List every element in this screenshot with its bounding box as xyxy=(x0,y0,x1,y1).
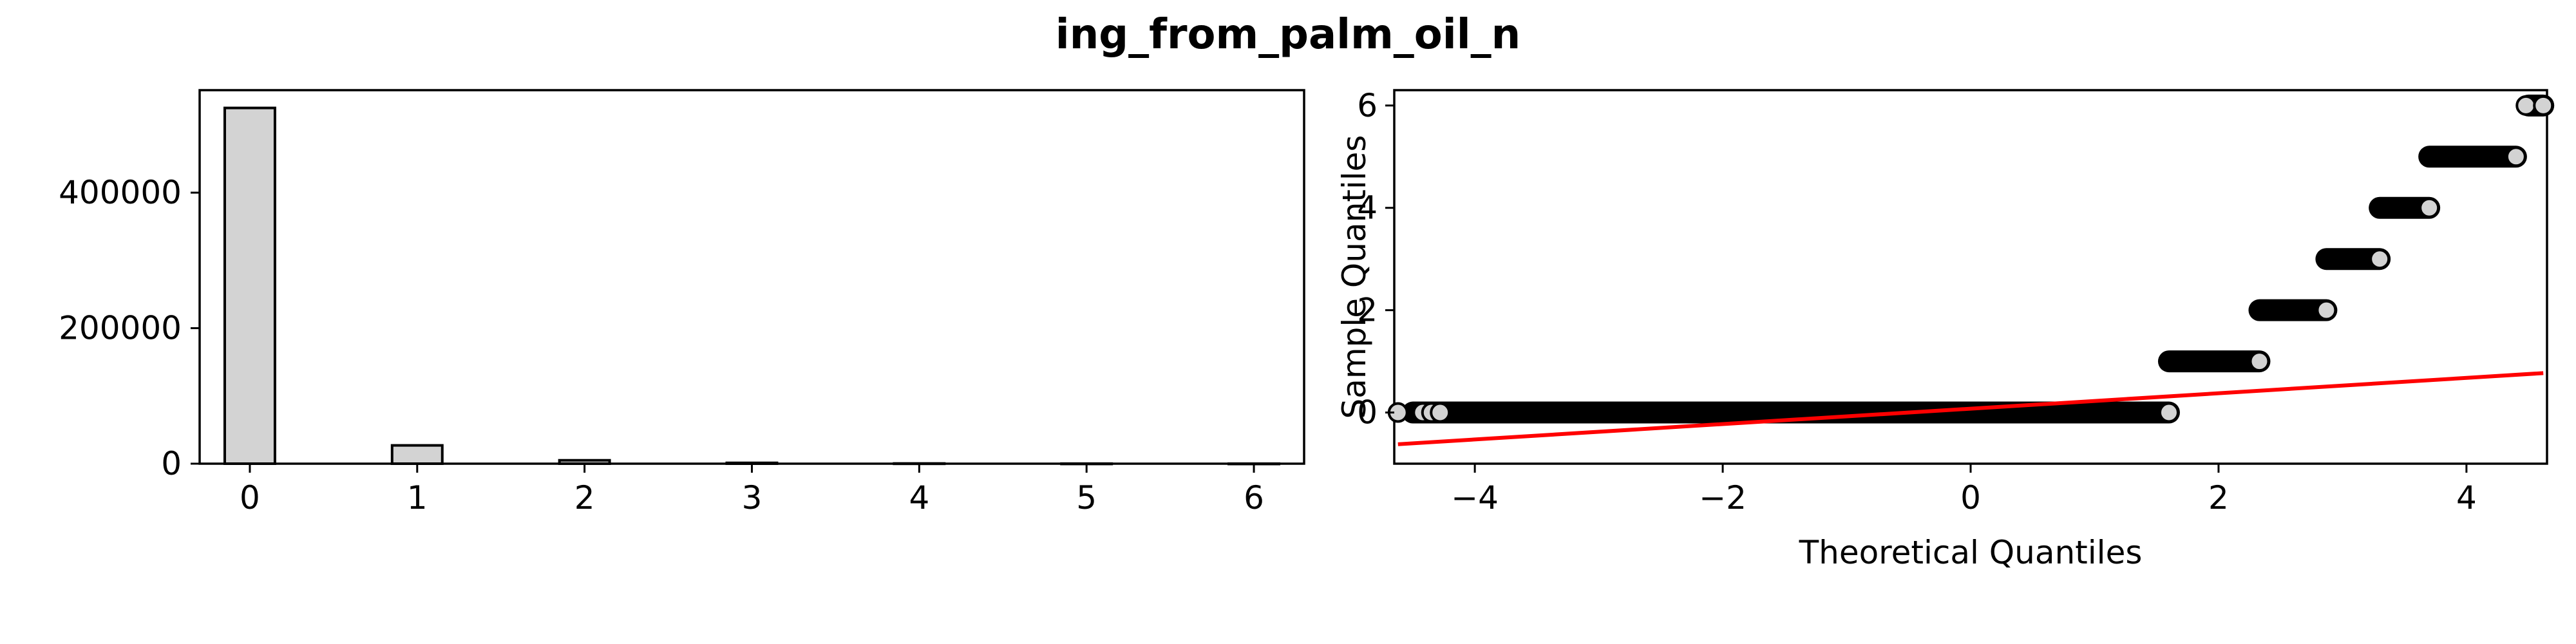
histogram-bar xyxy=(558,459,611,466)
histogram-bar xyxy=(390,444,444,466)
qq-x-axis-label: Theoretical Quantiles xyxy=(1799,534,2143,571)
x-tick-label: 5 xyxy=(1076,479,1097,516)
data-point xyxy=(2369,249,2391,270)
x-tick-label: 3 xyxy=(742,479,762,516)
qq-plot-panel: Theoretical Quantiles Sample Quantiles −… xyxy=(1336,87,2555,571)
histogram-panel: 0 1 2 3 4 5 6 0 200000 400000 xyxy=(59,89,1305,516)
figure-title: ing_from_palm_oil_n xyxy=(1056,11,1520,59)
data-point xyxy=(2515,95,2537,116)
y-tick-label: 6 xyxy=(1357,87,1378,124)
data-point xyxy=(2316,299,2337,321)
x-tick-label: 6 xyxy=(1244,479,1264,516)
data-point xyxy=(2505,146,2526,167)
y-tick-label: 400000 xyxy=(59,174,182,211)
x-tick-label: 0 xyxy=(240,479,260,516)
x-tick-label: 0 xyxy=(1960,479,1981,516)
data-point xyxy=(2419,197,2440,218)
qq-y-axis-label: Sample Quantiles xyxy=(1336,135,1373,419)
histogram-bar xyxy=(223,106,276,466)
y-tick-label: 200000 xyxy=(59,310,182,347)
y-tick-label: 0 xyxy=(1357,394,1378,431)
histogram-bar xyxy=(725,461,779,466)
x-tick-label: 2 xyxy=(2208,479,2229,516)
reference-line xyxy=(1397,371,2544,446)
y-tick-label: 4 xyxy=(1357,189,1378,227)
data-point xyxy=(2249,351,2270,372)
histogram-plot-frame xyxy=(198,89,1305,465)
x-tick-label: 4 xyxy=(2456,479,2477,516)
data-point xyxy=(2158,402,2179,423)
x-tick-label: 1 xyxy=(407,479,428,516)
x-tick-label: −2 xyxy=(1699,479,1747,516)
x-tick-label: −4 xyxy=(1451,479,1499,516)
y-tick-label: 0 xyxy=(161,445,182,482)
x-tick-label: 2 xyxy=(574,479,595,516)
y-tick-label: 2 xyxy=(1357,292,1378,329)
data-point xyxy=(1430,402,1451,423)
data-point xyxy=(2533,95,2554,116)
x-tick-label: 4 xyxy=(909,479,929,516)
